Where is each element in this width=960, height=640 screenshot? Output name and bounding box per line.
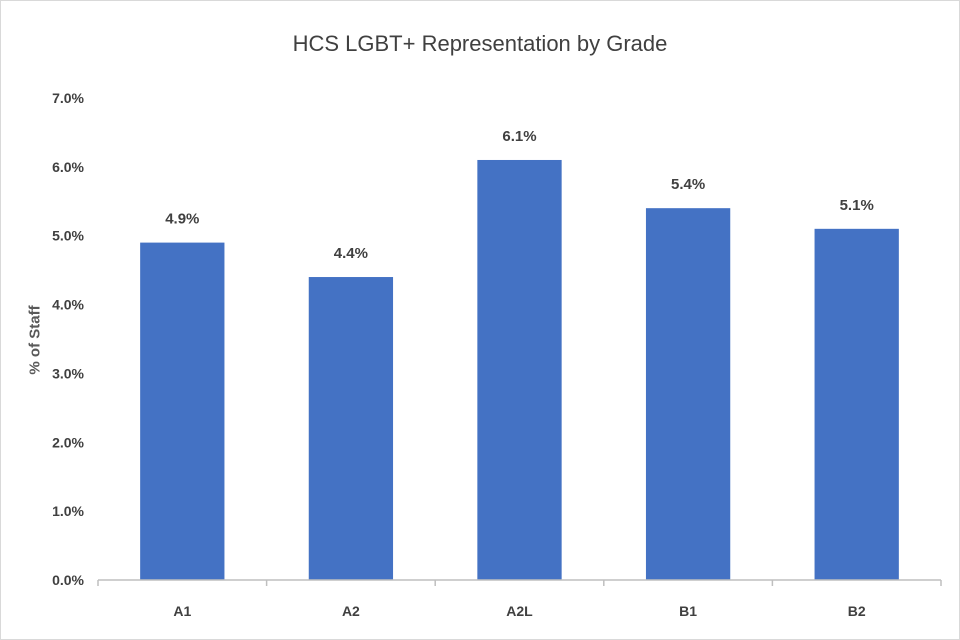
y-tick-label: 7.0%: [52, 90, 84, 106]
y-tick-label: 0.0%: [52, 572, 84, 588]
x-tick-label: A1: [173, 603, 191, 619]
x-tick-label: A2L: [506, 603, 533, 619]
data-label: 4.4%: [334, 245, 368, 262]
bar: [645, 208, 731, 580]
y-tick-label: 1.0%: [52, 503, 84, 519]
y-tick-label: 4.0%: [52, 297, 84, 313]
x-tick-label: B1: [679, 603, 697, 619]
bar: [814, 228, 899, 581]
x-tick-label: B2: [848, 603, 866, 619]
bar: [140, 242, 225, 580]
y-tick-label: 3.0%: [52, 365, 84, 381]
x-tick-label: A2: [342, 603, 360, 619]
bar: [308, 277, 394, 580]
y-tick-label: 6.0%: [52, 159, 84, 175]
data-label: 5.4%: [671, 176, 705, 193]
bar: [477, 159, 562, 580]
y-tick-label: 5.0%: [52, 228, 84, 244]
chart-title: HCS LGBT+ Representation by Grade: [292, 31, 668, 56]
y-tick-label: 2.0%: [52, 434, 84, 450]
data-label: 6.1%: [502, 128, 536, 145]
data-label: 4.9%: [165, 211, 199, 228]
data-label: 5.1%: [840, 197, 874, 214]
